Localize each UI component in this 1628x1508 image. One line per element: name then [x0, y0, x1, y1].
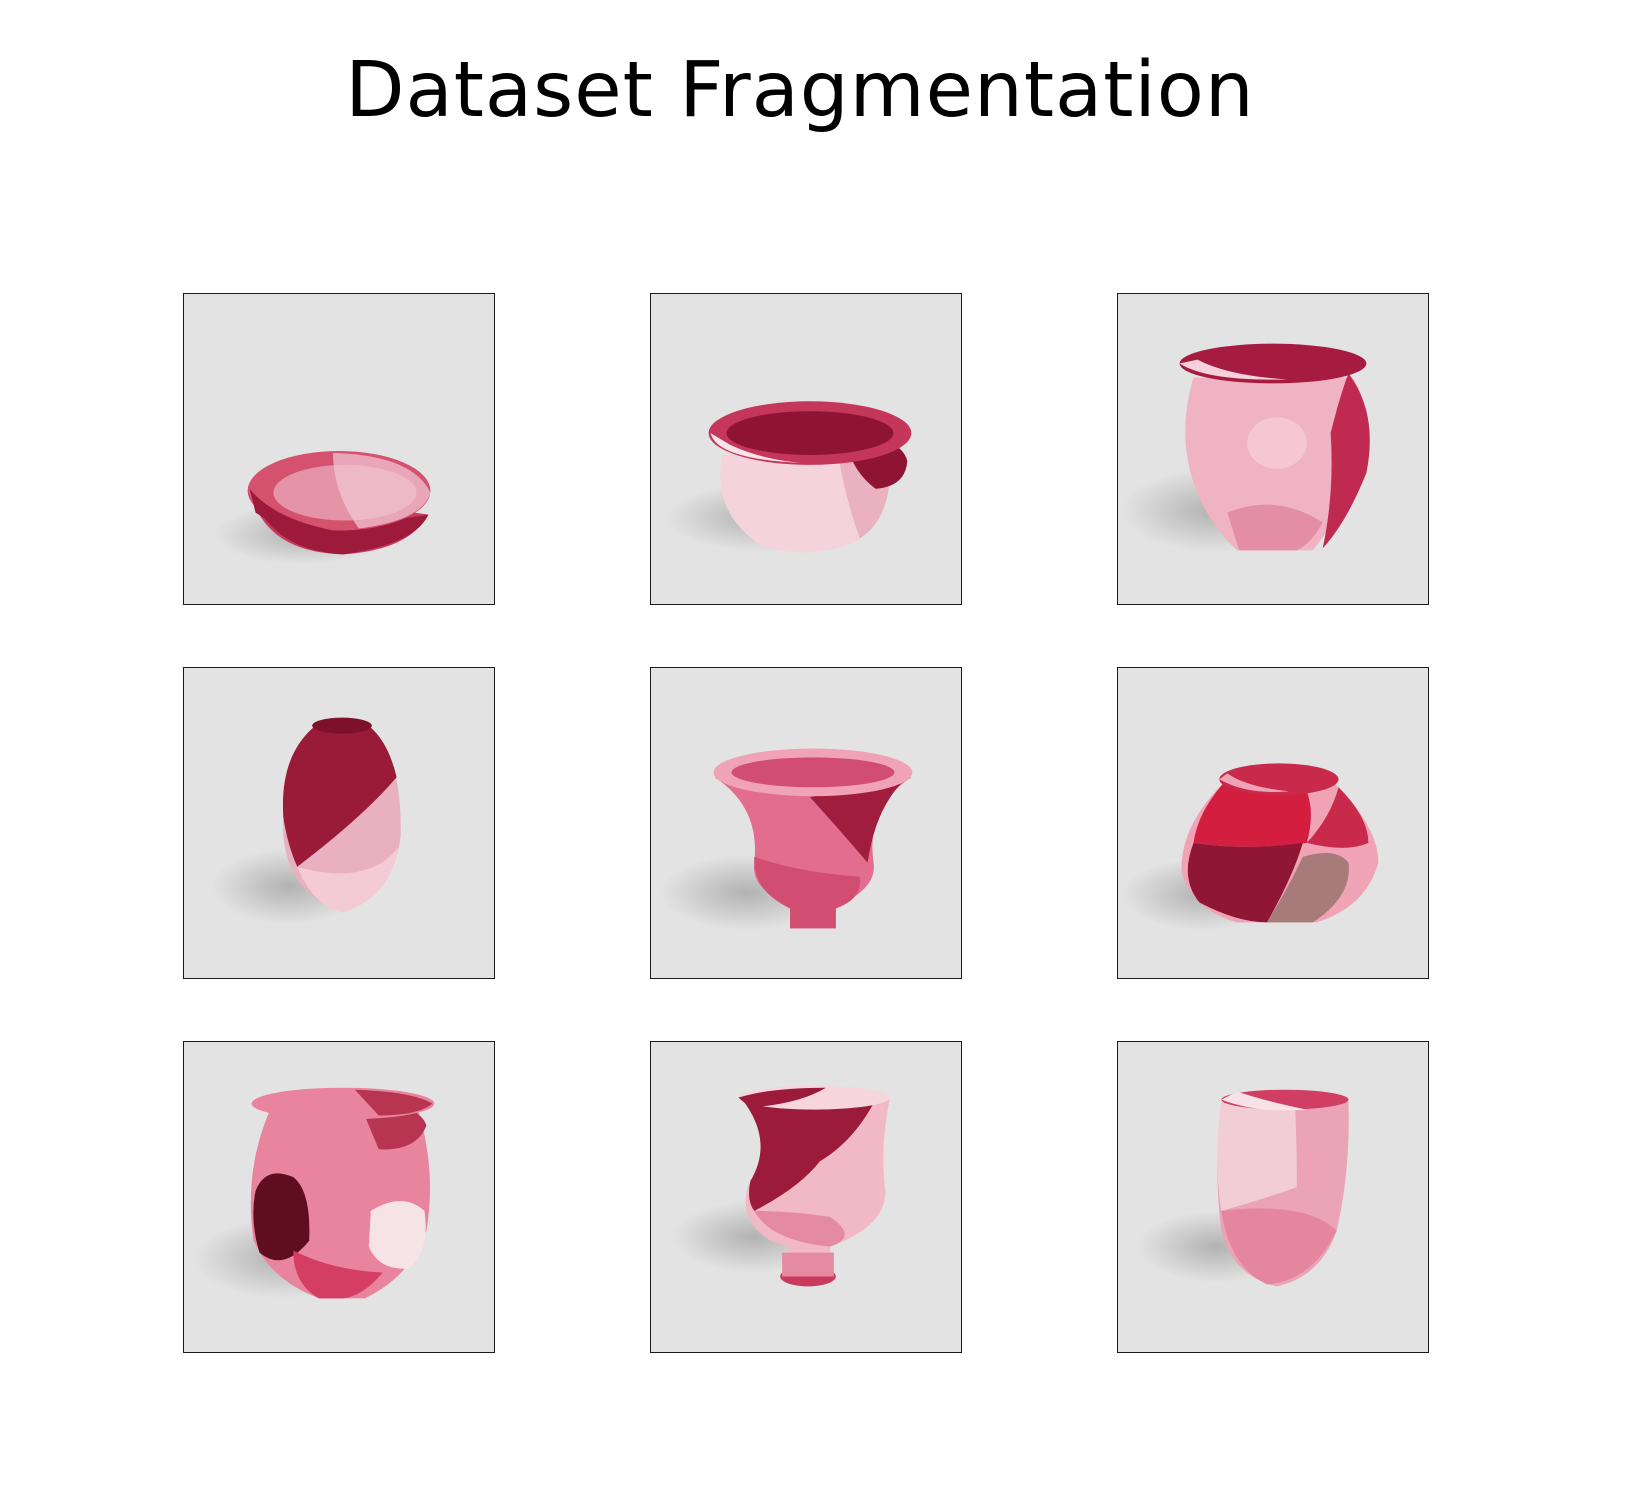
pot-rim-light — [710, 433, 801, 463]
tile-round-jar — [1117, 293, 1429, 605]
flared-foot — [790, 908, 836, 929]
jar-fragment-right — [1322, 373, 1370, 549]
big-jar-rim-dark — [354, 1089, 433, 1116]
cup-fragment-light — [1217, 1101, 1297, 1211]
cup-vase-render — [1137, 1089, 1349, 1287]
jar-rim-light — [1179, 359, 1287, 380]
tile-big-jar — [183, 1041, 495, 1353]
squat-fragment-brown — [1267, 852, 1349, 923]
big-jar-fragment-dark — [253, 1173, 310, 1261]
cup-fragment-pink — [1221, 1208, 1337, 1285]
flared-vase-render — [660, 748, 913, 931]
cup-rim-light — [1221, 1091, 1307, 1111]
wide-rim-pot-render — [665, 401, 912, 553]
footed-stem — [782, 1252, 834, 1277]
tile-footed-vase — [650, 1041, 962, 1353]
jar-fragment-bottom — [1227, 504, 1323, 551]
squat-jar-render — [1121, 763, 1379, 931]
bowl-render — [213, 450, 431, 565]
squat-fragment-crimson — [1306, 787, 1369, 848]
jar-rim — [1179, 343, 1367, 384]
tile-bowl — [183, 293, 495, 605]
tile-flared-vase — [650, 667, 962, 979]
flared-opening — [731, 757, 895, 788]
vase-fragment-light — [297, 846, 399, 913]
squat-fragment-red — [1193, 783, 1311, 847]
footed-rim-dark — [738, 1087, 826, 1108]
tall-vase-render — [211, 717, 401, 925]
jar-highlight — [1247, 417, 1307, 469]
footed-fragment-pink — [754, 1210, 845, 1247]
figure-title: Dataset Fragmentation — [345, 46, 1255, 135]
footed-vase-render — [672, 1085, 890, 1287]
tile-cup-vase — [1117, 1041, 1429, 1353]
tile-tall-vase — [183, 667, 495, 979]
tile-squat-jar — [1117, 667, 1429, 979]
pot-opening — [726, 411, 894, 455]
big-jar-fragment-red — [293, 1250, 383, 1299]
bowl-interior — [273, 464, 417, 521]
footed-fragment-dark — [742, 1099, 876, 1211]
tile-wide-rim-pot — [650, 293, 962, 605]
squat-fragment-dark — [1187, 842, 1303, 923]
bowl-fragment-dark — [249, 488, 334, 531]
flared-fragment-light — [754, 856, 861, 909]
big-jar-render — [193, 1087, 435, 1299]
vase-mouth — [312, 717, 372, 734]
big-jar-fragment-white — [368, 1200, 426, 1269]
squat-rim-light — [1219, 773, 1289, 792]
flared-fragment-dark — [809, 779, 906, 863]
vase-fragment-dark — [282, 727, 397, 867]
round-jar-render — [1121, 343, 1370, 553]
